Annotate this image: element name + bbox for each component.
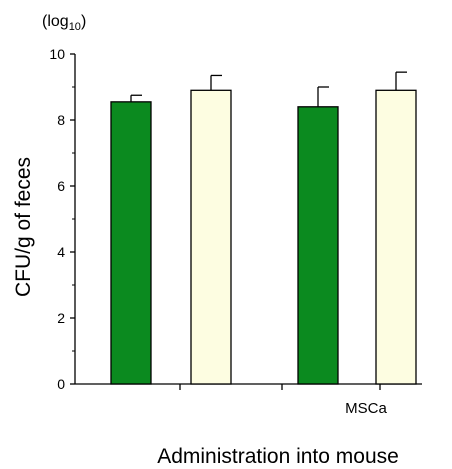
bar — [110, 101, 152, 385]
y-unit-label: (log10) — [42, 13, 86, 33]
axes: 0 2 4 6 8 10 MSCa — [49, 46, 422, 417]
x-axis-label: Administration into mouse — [157, 445, 399, 468]
y-tick-label: 2 — [57, 310, 65, 326]
y-tick-label: 4 — [57, 244, 65, 260]
y-tick-label: 6 — [57, 178, 65, 194]
group-label: MSCa — [345, 400, 387, 417]
y-tick-label: 10 — [49, 46, 65, 62]
bar — [190, 89, 232, 385]
bar — [297, 106, 339, 385]
bar — [375, 89, 417, 385]
y-tick-label: 0 — [57, 376, 65, 392]
bars — [110, 71, 417, 385]
y-axis-label: CFU/g of feces — [12, 157, 35, 297]
y-tick-label: 8 — [57, 112, 65, 128]
